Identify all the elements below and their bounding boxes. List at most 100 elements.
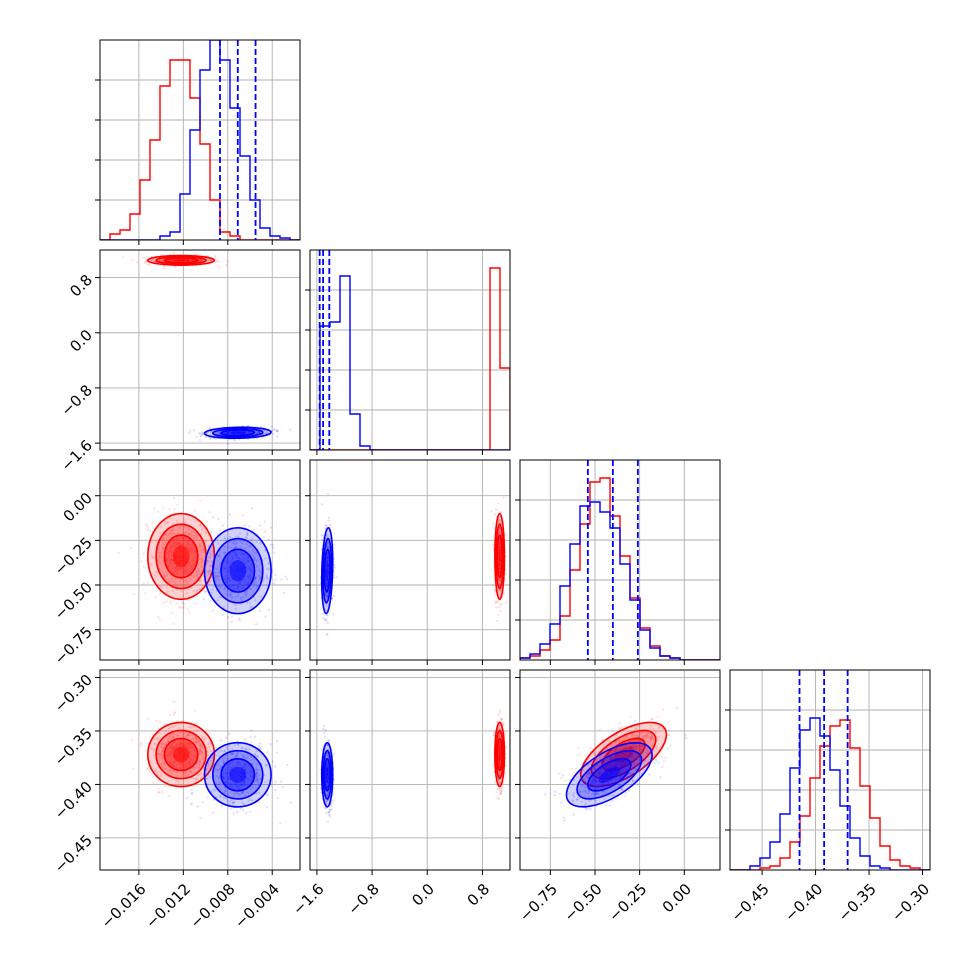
scatter-point — [498, 568, 501, 571]
scatter-point — [622, 765, 625, 768]
scatter-point — [225, 581, 228, 584]
histogram-series-0 — [100, 59, 300, 240]
scatter-point — [224, 574, 227, 578]
scatter-point — [152, 781, 155, 785]
scatter-point — [209, 742, 212, 745]
scatter-point — [641, 731, 644, 734]
scatter-point — [178, 580, 182, 583]
scatter-point — [325, 800, 329, 803]
scatter-point — [189, 769, 193, 773]
scatter-point — [193, 545, 196, 548]
scatter-point — [132, 592, 136, 595]
scatter-point — [173, 746, 177, 749]
scatter-point — [208, 775, 212, 778]
scatter-point — [638, 731, 641, 734]
scatter-point — [168, 508, 171, 511]
scatter-point — [224, 787, 228, 790]
scatter-point — [194, 736, 197, 739]
scatter-point — [158, 736, 161, 739]
scatter-point — [500, 717, 503, 721]
scatter-point — [493, 731, 496, 734]
scatter-point — [273, 428, 277, 431]
scatter-point — [325, 632, 328, 636]
scatter-point — [498, 744, 501, 747]
scatter-point — [238, 582, 242, 586]
scatter-point — [182, 606, 185, 609]
scatter-point — [222, 758, 225, 761]
scatter-point — [197, 766, 201, 769]
scatter-point — [574, 767, 578, 771]
scatter-point — [327, 557, 330, 560]
scatter-point — [169, 253, 172, 256]
scatter-point — [215, 775, 218, 778]
scatter-point — [250, 729, 253, 732]
scatter-point — [160, 525, 163, 528]
scatter-point — [571, 775, 574, 778]
scatter-point — [167, 521, 170, 524]
scatter-point — [286, 763, 289, 767]
scatter-point — [242, 540, 246, 543]
scatter-point — [592, 751, 596, 754]
scatter-point — [181, 601, 184, 605]
scatter-point — [212, 609, 215, 612]
scatter-point — [188, 747, 191, 750]
scatter-point — [667, 733, 671, 737]
scatter-point — [226, 432, 229, 435]
scatter-point — [195, 765, 198, 769]
scatter-point — [497, 734, 501, 737]
scatter-point — [602, 783, 605, 786]
scatter-point — [634, 734, 638, 737]
scatter-point — [226, 431, 229, 434]
scatter-point — [198, 587, 202, 591]
scatter-point — [240, 784, 244, 787]
scatter-point — [143, 261, 147, 264]
scatter-point — [588, 783, 591, 786]
scatter-point — [174, 545, 177, 548]
scatter-point — [228, 593, 231, 597]
scatter-point — [183, 744, 186, 747]
scatter-point — [229, 546, 233, 549]
scatter-point — [501, 717, 504, 721]
scatter-point — [157, 547, 160, 550]
scatter-point — [234, 604, 237, 607]
scatter-point — [326, 534, 330, 537]
scatter-point — [207, 764, 210, 768]
scatter-point — [325, 524, 328, 527]
scatter-point — [249, 788, 253, 791]
scatter-point — [196, 738, 199, 741]
scatter-point — [260, 425, 263, 428]
scatter-point — [607, 740, 611, 743]
scatter-point — [162, 766, 165, 769]
panel-3-2: −0.75 −0.50 −0.25 0.00 — [515, 669, 721, 925]
scatter-point — [162, 537, 165, 540]
scatter-point — [209, 564, 212, 567]
scatter-point — [328, 808, 332, 811]
scatter-point — [199, 573, 202, 576]
scatter-point — [606, 765, 610, 768]
scatter-point — [575, 798, 579, 801]
scatter-point — [171, 725, 174, 729]
scatter-point — [186, 742, 189, 745]
scatter-point — [171, 545, 175, 548]
scatter-point — [184, 735, 188, 738]
scatter-point — [266, 567, 269, 570]
scatter-point — [630, 756, 633, 759]
scatter-point — [140, 560, 143, 563]
scatter-point — [324, 526, 327, 529]
scatter-point — [181, 763, 184, 766]
scatter-point — [155, 719, 158, 723]
scatter-point — [218, 595, 222, 599]
scatter-point — [325, 583, 329, 586]
scatter-point — [631, 734, 634, 737]
scatter-point — [327, 798, 331, 801]
scatter-point — [209, 565, 212, 568]
scatter-point — [184, 579, 187, 582]
scatter-point — [161, 754, 165, 758]
scatter-point — [180, 743, 184, 746]
panel-content — [310, 670, 510, 870]
scatter-point — [502, 722, 505, 726]
scatter-point — [216, 542, 220, 545]
scatter-point — [257, 745, 260, 748]
scatter-point — [577, 747, 580, 750]
scatter-point — [168, 794, 171, 797]
